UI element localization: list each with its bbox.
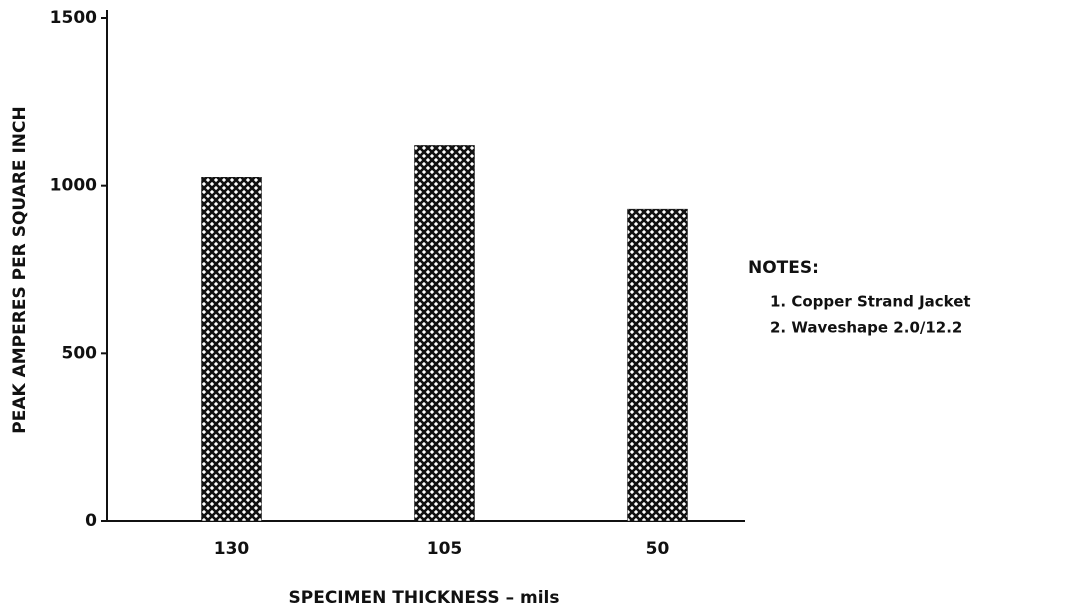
x-axis-label: SPECIMEN THICKNESS – mils xyxy=(289,588,560,608)
bar xyxy=(627,208,688,522)
notes-title: NOTES: xyxy=(748,258,819,278)
y-tick-label: 1000 xyxy=(50,176,97,196)
x-tick-label: 130 xyxy=(214,539,250,559)
bar xyxy=(201,177,262,522)
bar xyxy=(414,145,475,522)
x-tick-label: 50 xyxy=(646,539,670,559)
note: 2. Waveshape 2.0/12.2 xyxy=(770,319,962,337)
y-axis-label: PEAK AMPERES PER SQUARE INCH xyxy=(10,106,30,433)
x-tick-label: 105 xyxy=(427,539,463,559)
note: 1. Copper Strand Jacket xyxy=(770,293,971,311)
y-tick-label: 0 xyxy=(85,511,97,531)
y-tick-label: 500 xyxy=(62,343,98,363)
y-tick-label: 1500 xyxy=(50,8,97,28)
